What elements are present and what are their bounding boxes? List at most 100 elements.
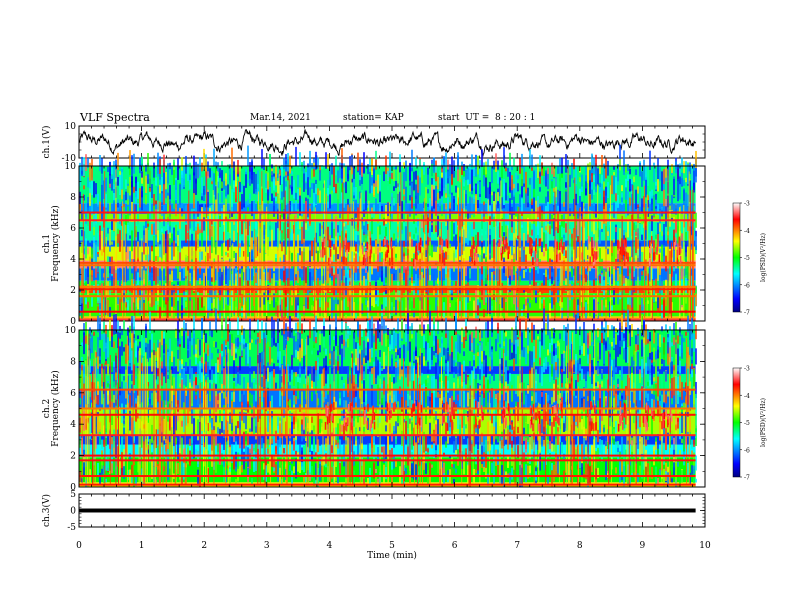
ch1-spectrogram-noise bbox=[615, 227, 617, 233]
ch1-spectrogram-noise bbox=[553, 165, 555, 177]
ch1-spectrogram-noise bbox=[413, 287, 415, 309]
ch1-spectrogram-noise bbox=[403, 162, 405, 169]
ch2-spectrogram-noise bbox=[139, 348, 141, 356]
ch1-spectrogram-noise bbox=[591, 237, 593, 258]
ch1-spectrogram-noise bbox=[641, 234, 643, 240]
ch2-spectrogram-noise bbox=[91, 338, 93, 342]
ch1-spectrogram-noise bbox=[231, 290, 233, 312]
ch1-spectrogram-noise bbox=[673, 229, 675, 251]
ch1-spectrogram-noise bbox=[485, 230, 487, 235]
ch1-spectrogram-noise bbox=[135, 264, 137, 272]
ch2-spectrogram-noise bbox=[189, 389, 191, 412]
ch2-spectrogram-noise bbox=[157, 368, 159, 377]
ch2-spectrogram-noise bbox=[177, 320, 179, 341]
ch1-spectrogram-noise bbox=[679, 163, 681, 175]
ch1-spectrogram-noise bbox=[677, 180, 679, 202]
ch2-spectrogram-noise bbox=[269, 346, 271, 365]
ch1-spectrogram-burst bbox=[625, 239, 627, 248]
ch2-spectrogram-noise bbox=[163, 466, 165, 472]
ch1-spectrogram-noise bbox=[219, 269, 221, 289]
ch1-spectrogram-noise bbox=[415, 157, 417, 168]
ch1-spectrogram-noise bbox=[489, 228, 491, 237]
ch1-spectrogram-noise bbox=[511, 245, 513, 256]
ch1-spectrogram-noise bbox=[395, 165, 397, 170]
ch2-spectrogram-noise bbox=[221, 318, 223, 339]
ch1-spectrogram-noise bbox=[689, 180, 691, 202]
ch2-spectrogram-noise bbox=[331, 436, 333, 446]
ch1-spectrogram-sferic bbox=[352, 201, 354, 318]
ch2-spectrogram-noise bbox=[123, 407, 125, 425]
ch2-spectrogram-noise bbox=[251, 382, 253, 390]
ch1-spectrogram-noise bbox=[551, 214, 553, 229]
ch1-spectrogram-noise bbox=[683, 179, 685, 186]
ch2-spectrogram-noise bbox=[339, 439, 341, 453]
ch1-spectrogram-noise bbox=[337, 304, 339, 313]
ch1-spectrogram-noise bbox=[371, 258, 373, 275]
ch2-spectrogram-noise bbox=[131, 477, 133, 484]
ch1-spectrogram-noise bbox=[185, 224, 187, 243]
ch1-spectrogram-noise bbox=[693, 296, 695, 317]
ch2-spectrogram-noise bbox=[123, 320, 125, 342]
ch1-spectrogram-noise bbox=[533, 219, 535, 224]
ch1-spectrogram-noise bbox=[351, 251, 353, 264]
ch1-spectrogram-noise bbox=[131, 230, 133, 252]
ch1-spectrogram-noise bbox=[659, 223, 661, 232]
ch2-spectrogram-noise bbox=[111, 389, 113, 402]
ch2-spectrogram-noise bbox=[111, 437, 113, 450]
ch2-spectrogram-noise bbox=[311, 416, 313, 423]
ch2-spectrogram-noise bbox=[307, 370, 309, 376]
ch1-spectrogram-noise bbox=[181, 243, 183, 249]
ch1-spectrogram-noise bbox=[271, 270, 273, 285]
ch1-spectrogram-noise bbox=[485, 277, 487, 285]
ch1-spectrogram-sferic bbox=[400, 172, 402, 318]
ch1-spectrogram-noise bbox=[623, 150, 625, 172]
ch1-spectrogram-noise bbox=[117, 152, 119, 171]
ch1-spectrogram-noise bbox=[231, 313, 233, 317]
ch1-spectrogram-burst bbox=[508, 246, 510, 255]
ch1-spectrogram-noise bbox=[459, 301, 461, 314]
ch1-spectrogram-noise bbox=[431, 207, 433, 223]
ch1-spectrogram-noise bbox=[193, 188, 195, 209]
ch2-spectrogram-noise bbox=[277, 330, 279, 352]
ch2-spectrogram-noise bbox=[107, 366, 109, 376]
ch2-spectrogram-noise bbox=[135, 340, 137, 358]
ch1-spectrogram-noise bbox=[461, 161, 463, 169]
ch1-spectrogram-sferic bbox=[350, 166, 352, 318]
ch1-spectrogram-noise bbox=[399, 272, 401, 282]
ch1-spectrogram-sferic bbox=[621, 215, 623, 318]
ch1-spectrogram-noise bbox=[455, 185, 457, 193]
ch2-spectrogram-noise bbox=[113, 366, 115, 387]
ch2-spectrogram-noise bbox=[275, 443, 277, 448]
ch1-spectrogram-noise bbox=[597, 168, 599, 186]
ch1-spectrogram-noise bbox=[153, 194, 155, 209]
ch2-spectrogram-noise bbox=[335, 331, 337, 336]
ch1-spectrogram-sferic bbox=[605, 204, 607, 318]
ch1-spectrogram-noise bbox=[197, 163, 199, 179]
ch1-spectrogram-noise bbox=[537, 260, 539, 274]
ch1-spectrogram-sferic bbox=[457, 197, 459, 318]
ch1-spectrogram-noise bbox=[173, 169, 175, 185]
ch1-spectrogram-noise bbox=[419, 181, 421, 196]
ch2-spectrogram-noise bbox=[321, 447, 323, 456]
ch1-spectrogram-noise bbox=[205, 158, 207, 172]
ch1-spectrogram-noise bbox=[473, 195, 475, 202]
figure-title: VLF Spectra bbox=[80, 111, 150, 124]
ch1-spectrogram-noise bbox=[197, 234, 199, 248]
ch1-spectrogram-noise bbox=[521, 246, 523, 266]
ch1-spectrogram-noise bbox=[451, 310, 453, 321]
ch2-spectrogram-noise bbox=[157, 445, 159, 459]
ch2-spectrogram-noise bbox=[229, 321, 231, 332]
ch1-spectrogram-noise bbox=[635, 169, 637, 176]
ch1-spectrogram-noise bbox=[479, 302, 481, 309]
ch2-spectrogram-noise bbox=[225, 339, 227, 346]
ch1-spectrogram-noise bbox=[167, 224, 169, 241]
ch1-spectrogram-noise bbox=[163, 284, 165, 301]
ch1-spectrogram-noise bbox=[177, 158, 179, 171]
ch1-spectrogram-noise bbox=[145, 293, 147, 311]
ch2-spectrogram-noise bbox=[151, 389, 153, 394]
ch1-spectrogram-noise bbox=[237, 172, 239, 177]
ch1-spectrogram-noise bbox=[207, 171, 209, 179]
ch1-spectrogram-noise bbox=[131, 294, 133, 312]
ch1-spectrogram-noise bbox=[613, 175, 615, 195]
ch1-spectrogram-noise bbox=[545, 269, 547, 288]
